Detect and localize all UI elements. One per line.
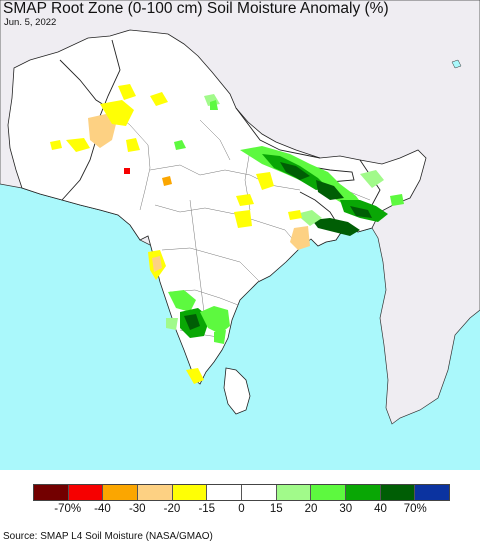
legend-swatch bbox=[138, 485, 173, 500]
legend-swatch bbox=[276, 485, 312, 500]
dry-anomaly-patches bbox=[50, 84, 310, 384]
legend-tick-label: 20 bbox=[304, 503, 318, 515]
legend-swatch bbox=[380, 485, 416, 500]
lake bbox=[451, 59, 462, 69]
map-title: SMAP Root Zone (0-100 cm) Soil Moisture … bbox=[3, 0, 389, 17]
legend-tick-label: -15 bbox=[198, 503, 216, 515]
map-date: Jun. 5, 2022 bbox=[4, 17, 57, 28]
legend-tick-label: 30 bbox=[339, 503, 353, 515]
legend-tick-label: 15 bbox=[269, 503, 283, 515]
legend-swatch bbox=[103, 485, 139, 500]
legend-swatch bbox=[68, 485, 104, 500]
legend-swatch bbox=[207, 485, 243, 500]
legend-tick-label: 0 bbox=[238, 503, 245, 515]
legend-tick-label: -70% bbox=[54, 503, 82, 515]
sri-lanka bbox=[223, 367, 251, 415]
soil-moisture-map bbox=[0, 0, 480, 470]
legend-ticks: -70% -40 -30 -20 -15 0 15 20 30 40 70% bbox=[33, 503, 450, 517]
legend-swatch bbox=[346, 485, 381, 500]
wet-anomaly-patches bbox=[166, 94, 404, 344]
legend-tick-label: -40 bbox=[94, 503, 111, 515]
legend-tick-label: -30 bbox=[128, 503, 146, 515]
color-legend bbox=[33, 484, 450, 501]
legend-tick-label: 40 bbox=[374, 503, 387, 515]
legend-tick-label: 70% bbox=[403, 503, 427, 515]
legend-swatch bbox=[34, 485, 69, 500]
legend-tick-label: -20 bbox=[163, 503, 181, 515]
legend-swatch bbox=[172, 485, 208, 500]
country-borders bbox=[59, 39, 381, 229]
legend-swatch bbox=[311, 485, 347, 500]
source-credit: Source: SMAP L4 Soil Moisture (NASA/GMAO… bbox=[3, 531, 213, 542]
legend-swatch bbox=[415, 485, 450, 500]
legend-swatch bbox=[242, 485, 277, 500]
